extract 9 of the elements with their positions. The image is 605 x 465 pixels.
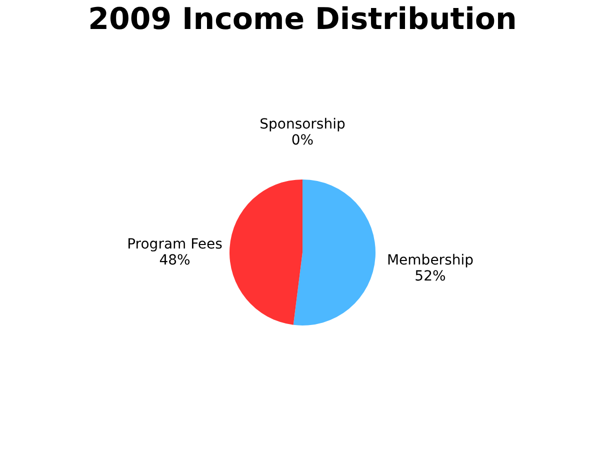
text: 0% (291, 132, 314, 148)
slice-label: Membership (386, 252, 474, 269)
category-label: Sponsorship (260, 116, 346, 132)
slice-label: Program Fees (127, 236, 222, 252)
pie-slice (293, 180, 376, 326)
pie-slice (230, 180, 302, 325)
chart-title: 2009 Income Distribution (88, 2, 517, 37)
data-label: 52% (414, 268, 446, 285)
data-label: 48% (159, 252, 190, 268)
